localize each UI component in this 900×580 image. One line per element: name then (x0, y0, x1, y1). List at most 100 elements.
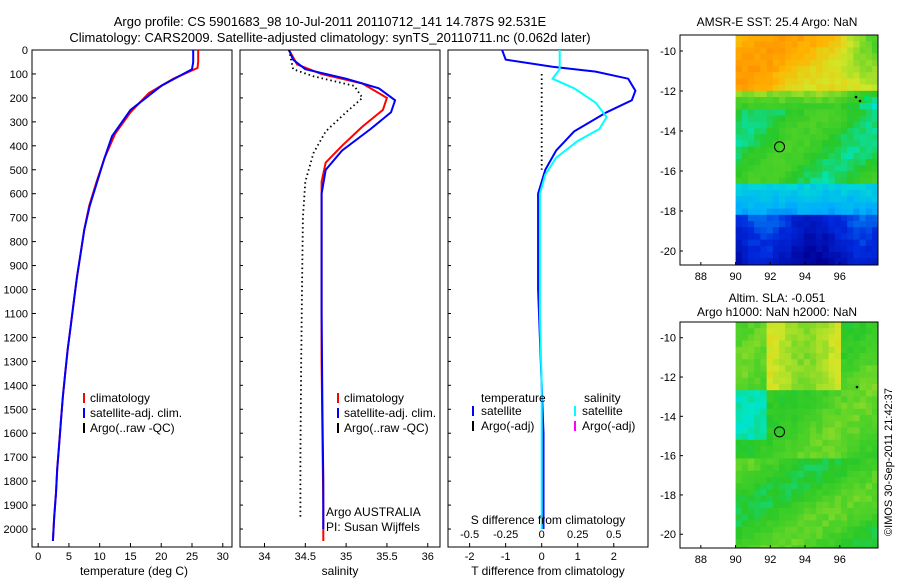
map-cell (741, 53, 749, 61)
map-cell (803, 384, 811, 391)
map-cell (847, 159, 854, 166)
map-cell (834, 532, 842, 540)
map-cell (853, 415, 860, 422)
map-cell (865, 446, 873, 453)
map-cell (735, 458, 743, 465)
map-cell (859, 322, 867, 329)
figure-title: Argo profile: CS 5901683_98 10-Jul-2011 … (114, 14, 547, 29)
map-cell (785, 227, 792, 234)
map-cell (810, 72, 817, 79)
map-cell (772, 539, 780, 546)
map-cell (766, 134, 774, 141)
map-cell (841, 121, 848, 129)
map-cell (816, 233, 823, 240)
map-cell (865, 384, 873, 391)
map-cell (859, 190, 867, 197)
map-cell (772, 165, 780, 172)
map-cell (772, 103, 780, 110)
map-cell (810, 121, 817, 129)
map-cell (754, 140, 761, 147)
map-cell (872, 545, 879, 548)
map-cell (748, 470, 755, 478)
map-cell (859, 208, 867, 216)
map-cell (847, 371, 854, 379)
map-cell (853, 526, 860, 534)
map-cell (772, 483, 780, 490)
map-cell (797, 134, 805, 141)
map-cell (785, 532, 792, 540)
map-cell (828, 146, 836, 154)
map-cell (816, 483, 823, 490)
map-cell (865, 452, 873, 459)
map-cell (816, 97, 823, 104)
map-cell (872, 501, 879, 509)
map-cell (841, 526, 848, 534)
depth-tick-label: 1900 (4, 500, 28, 512)
map-cell (797, 415, 805, 422)
map-cell (779, 353, 786, 360)
map-cell (847, 532, 854, 540)
map-cell (760, 208, 767, 216)
map-cell (865, 41, 873, 48)
track-point-highlight (864, 96, 869, 101)
map-cell (853, 433, 860, 441)
map-cell (865, 140, 873, 147)
map-cell (816, 452, 823, 459)
map-cell (872, 322, 879, 329)
map-cell (828, 109, 836, 116)
map-cell (748, 165, 755, 172)
map-cell (865, 47, 873, 54)
map-cell (803, 208, 811, 216)
map-cell (841, 421, 848, 428)
map-cell (859, 84, 867, 92)
map-cell (872, 221, 879, 228)
map-cell (859, 365, 867, 372)
salinity-lines (288, 49, 397, 541)
map-cell (779, 446, 786, 453)
map-cell (754, 520, 761, 527)
map-cell (853, 346, 860, 354)
map-cell (847, 334, 854, 341)
map-cell (841, 59, 848, 67)
map-cell (754, 159, 761, 166)
map-cell (853, 458, 860, 465)
map-cell (803, 470, 811, 478)
map-cell (865, 171, 873, 178)
map-cell (834, 545, 842, 548)
map-cell (834, 208, 842, 216)
s-diff-tick-label: -0.25 (493, 529, 518, 541)
map-cell (865, 146, 873, 154)
map-cell (859, 202, 867, 209)
map-cell (754, 146, 761, 154)
map-cell (748, 501, 755, 509)
map-cell (772, 334, 780, 341)
map-cell (828, 402, 836, 410)
map-cell (834, 196, 842, 203)
map-cell (772, 72, 780, 79)
map-cell (810, 190, 817, 197)
x-tick-label: 34.5 (295, 551, 316, 563)
map-cell (841, 514, 848, 521)
map-cell (865, 346, 873, 354)
map-cell (766, 433, 774, 441)
map-cell (741, 208, 749, 216)
map-cell (803, 446, 811, 453)
map-cell (779, 408, 786, 416)
sla-map-frame (679, 321, 879, 549)
map-cell (791, 501, 798, 509)
map-cell (822, 446, 829, 453)
map-cell (760, 415, 767, 422)
map-cell (785, 190, 792, 197)
map-cell (853, 134, 860, 141)
map-cell (872, 458, 879, 465)
map-cell (803, 489, 811, 496)
map-cell (779, 514, 786, 521)
map-cell (741, 165, 749, 172)
x-tick-label: 1 (575, 551, 581, 563)
map-cell (772, 59, 780, 67)
map-cell (872, 334, 879, 341)
map-cell (748, 415, 755, 422)
map-cell (828, 477, 836, 484)
map-cell (748, 353, 755, 360)
map-cell (803, 495, 811, 503)
